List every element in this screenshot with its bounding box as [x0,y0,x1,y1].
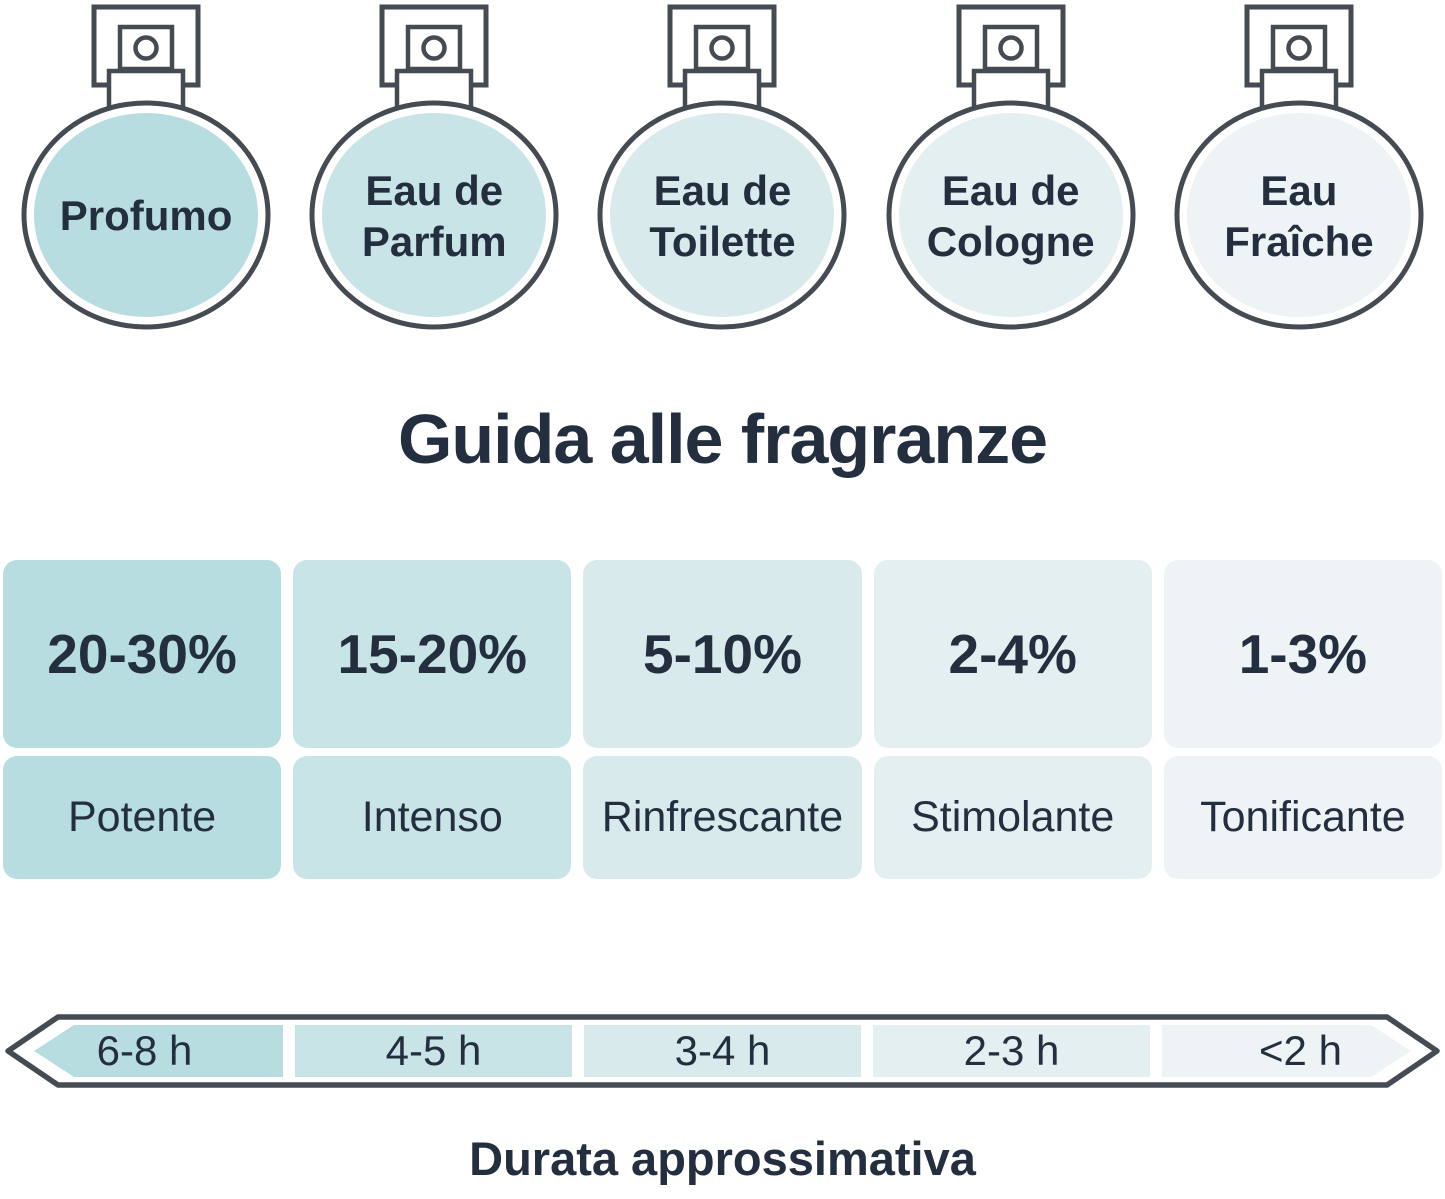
duration-segment [873,1024,1150,1077]
bottle-label: Eau de Cologne [926,166,1095,265]
concentration-table: 20-30% 15-20% 5-10% 2-4% 1-3% Potente In… [3,559,1442,879]
bottle-fill [1186,113,1411,317]
duration-label: 4-5 h [385,1026,482,1074]
bottle-fill [34,113,259,317]
perfume-bottle-icon [21,4,271,330]
duration-segment [1162,1024,1411,1077]
page-title: Guida alle fragranze [397,400,1048,478]
descriptor-cell: Stimolante [873,755,1152,879]
duration-label: 6-8 h [96,1026,193,1074]
bottle-row: Profumo Eau de Parfum Eau de Toilette [0,2,1445,336]
bottle-eau-de-toilette: Eau de Toilette [578,2,866,336]
concentration-cell: 5-10% [583,559,862,748]
duration-labels: 6-8 h 4-5 h 3-4 h 2-3 h <2 h [0,1011,1445,1091]
perfume-bottle-icon [309,4,559,330]
bottle-fill [898,113,1123,317]
duration-arrow: 6-8 h 4-5 h 3-4 h 2-3 h <2 h [0,1011,1445,1091]
descriptor-cell: Rinfrescante [583,755,862,879]
duration-label: <2 h [1259,1026,1342,1074]
duration-label: 2-3 h [963,1026,1060,1074]
bottle-label: Profumo [59,192,233,240]
concentration-cell: 1-3% [1163,559,1442,748]
bottle-eau-de-cologne: Eau de Cologne [867,2,1155,336]
descriptor-cell: Tonificante [1163,755,1442,879]
perfume-bottle-icon [886,4,1136,330]
duration-label: 3-4 h [674,1026,771,1074]
duration-segment [584,1024,861,1077]
perfume-bottle-icon [597,4,847,330]
duration-caption: Durata approssimativa [469,1131,976,1185]
concentration-cell: 2-4% [873,559,1152,748]
bottle-fill [322,113,547,317]
double-arrow-icon [5,1013,1440,1088]
bottle-eau-fraiche: Eau Fraîche [1155,2,1443,336]
bottle-label: Eau Fraîche [1224,166,1374,265]
bottle-eau-de-parfum: Eau de Parfum [290,2,578,336]
perfume-bottle-icon [1174,4,1424,330]
duration-segment [34,1024,283,1077]
bottle-fill [610,113,835,317]
concentration-cell: 15-20% [293,559,572,748]
bottle-profumo: Profumo [2,2,290,336]
concentration-cell: 20-30% [3,559,282,748]
bottle-label: Eau de Parfum [361,166,507,265]
descriptor-cell: Intenso [293,755,572,879]
descriptor-cell: Potente [3,755,282,879]
bottle-label: Eau de Toilette [649,166,796,265]
duration-segment [295,1024,572,1077]
